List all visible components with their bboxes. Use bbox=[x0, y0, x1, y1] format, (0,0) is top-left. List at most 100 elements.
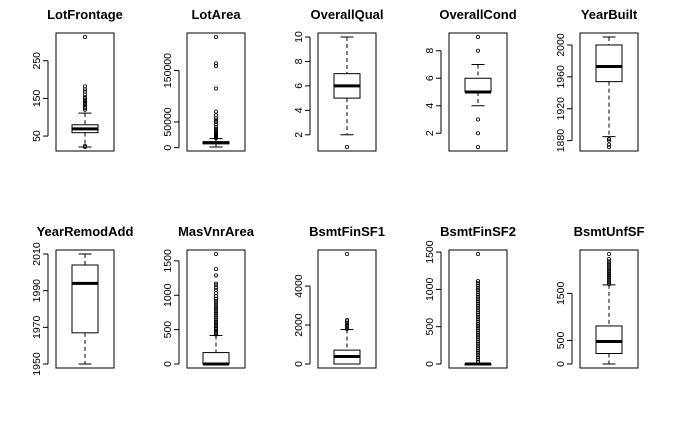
boxplot-panel-8: BsmtFinSF2 0 500 1000 1500 bbox=[424, 224, 516, 369]
outlier-point bbox=[475, 131, 480, 136]
outlier-point bbox=[475, 48, 480, 53]
outlier-point bbox=[475, 144, 480, 149]
outlier-point bbox=[213, 331, 218, 336]
outlier-point bbox=[213, 320, 218, 325]
y-tick-label: 1500 bbox=[424, 240, 436, 264]
outlier-point bbox=[475, 290, 480, 295]
outlier-point bbox=[213, 86, 218, 91]
outlier-point bbox=[475, 303, 480, 308]
y-tick-label: 50000 bbox=[162, 107, 174, 136]
outlier-point bbox=[475, 279, 480, 284]
outlier-point bbox=[475, 308, 480, 313]
outlier-point bbox=[475, 344, 480, 349]
outlier-point bbox=[475, 359, 480, 364]
outlier-point bbox=[607, 280, 612, 285]
outlier-point bbox=[213, 251, 218, 256]
y-tick-label: 4 bbox=[293, 107, 305, 113]
y-tick-label: 500 bbox=[162, 321, 174, 339]
outlier-point bbox=[607, 281, 612, 286]
outlier-point bbox=[475, 292, 480, 297]
outlier-point bbox=[213, 309, 218, 314]
outlier-point bbox=[213, 122, 218, 127]
y-tick-label: 1990 bbox=[31, 279, 43, 303]
y-tick-label: 4000 bbox=[293, 274, 305, 298]
outlier-point bbox=[213, 109, 218, 114]
y-tick-label: 2000 bbox=[293, 313, 305, 337]
y-tick-label: 1000 bbox=[162, 283, 174, 307]
y-tick-label: 10 bbox=[293, 31, 305, 43]
outlier-point bbox=[213, 282, 218, 287]
y-tick-label: 1500 bbox=[162, 249, 174, 273]
y-tick-label: 1500 bbox=[555, 282, 567, 306]
outlier-point bbox=[475, 297, 480, 302]
plot-frame bbox=[448, 249, 508, 369]
chart-title: LotArea bbox=[191, 7, 241, 22]
outlier-point bbox=[607, 138, 612, 143]
boxplot-panel-9: BsmtUnfSF 0 500 1500 bbox=[555, 224, 645, 369]
y-tick-label: 2 bbox=[424, 130, 436, 136]
outlier-point bbox=[607, 272, 612, 277]
outlier-point bbox=[475, 339, 480, 344]
outlier-point bbox=[607, 276, 612, 281]
outlier-point bbox=[213, 300, 218, 305]
outlier-point bbox=[344, 323, 349, 328]
outlier-point bbox=[213, 332, 218, 337]
y-tick-label: 6 bbox=[424, 75, 436, 81]
outlier-point bbox=[213, 293, 218, 298]
outlier-point bbox=[83, 106, 88, 111]
boxplot-panel-3: OverallCond 2 4 6 8 bbox=[424, 7, 517, 152]
y-tick-label: 1950 bbox=[31, 352, 43, 376]
outlier-point bbox=[213, 306, 218, 311]
outlier-point bbox=[213, 311, 218, 316]
y-tick-label: 50 bbox=[31, 130, 43, 142]
y-tick-label: 4 bbox=[424, 103, 436, 109]
y-tick-label: 8 bbox=[424, 48, 436, 54]
outlier-point bbox=[475, 348, 480, 353]
boxplot-panel-7: BsmtFinSF1 0 2000 4000 bbox=[293, 224, 385, 369]
y-tick-label: 150000 bbox=[162, 53, 174, 88]
plot-frame bbox=[186, 32, 246, 152]
outlier-point bbox=[213, 313, 218, 318]
outlier-point bbox=[83, 102, 88, 107]
plot-frame bbox=[317, 249, 377, 369]
outlier-point bbox=[83, 84, 88, 89]
outlier-point bbox=[607, 264, 612, 269]
outlier-point bbox=[607, 251, 612, 256]
chart-title: BsmtUnfSF bbox=[574, 224, 645, 239]
outlier-point bbox=[475, 319, 480, 324]
outlier-point bbox=[607, 256, 612, 261]
outlier-point bbox=[607, 278, 612, 283]
y-tick-label: 250 bbox=[31, 52, 43, 70]
outlier-point bbox=[475, 283, 480, 288]
chart-title: MasVnrArea bbox=[178, 224, 255, 239]
outlier-point bbox=[213, 285, 218, 290]
outlier-point bbox=[213, 127, 218, 132]
outlier-point bbox=[344, 324, 349, 329]
y-tick-label: 1970 bbox=[31, 315, 43, 339]
chart-title: OverallQual bbox=[311, 7, 384, 22]
boxplot-panel-6: MasVnrArea 0 500 1000 1500 bbox=[162, 224, 255, 369]
outlier-point bbox=[213, 267, 218, 272]
chart-title: YearRemodAdd bbox=[37, 224, 134, 239]
y-tick-label: 2000 bbox=[555, 33, 567, 57]
outlier-point bbox=[475, 355, 480, 360]
y-tick-label: 1000 bbox=[424, 278, 436, 302]
outlier-point bbox=[475, 314, 480, 319]
outlier-point bbox=[83, 95, 88, 100]
plot-frame bbox=[55, 32, 115, 152]
outlier-point bbox=[83, 143, 88, 148]
outlier-point bbox=[213, 281, 218, 286]
outlier-point bbox=[213, 273, 218, 278]
chart-title: LotFrontage bbox=[47, 7, 123, 22]
outlier-point bbox=[607, 266, 612, 271]
plot-frame bbox=[448, 32, 508, 152]
boxplot-panel-2: OverallQual 2 4 6 8 10 bbox=[293, 7, 384, 152]
outlier-point bbox=[213, 322, 218, 327]
outlier-point bbox=[213, 35, 218, 40]
outlier-point bbox=[344, 326, 349, 331]
outlier-point bbox=[213, 61, 218, 66]
outlier-point bbox=[344, 144, 349, 149]
outlier-point bbox=[475, 328, 480, 333]
chart-title: OverallCond bbox=[439, 7, 516, 22]
